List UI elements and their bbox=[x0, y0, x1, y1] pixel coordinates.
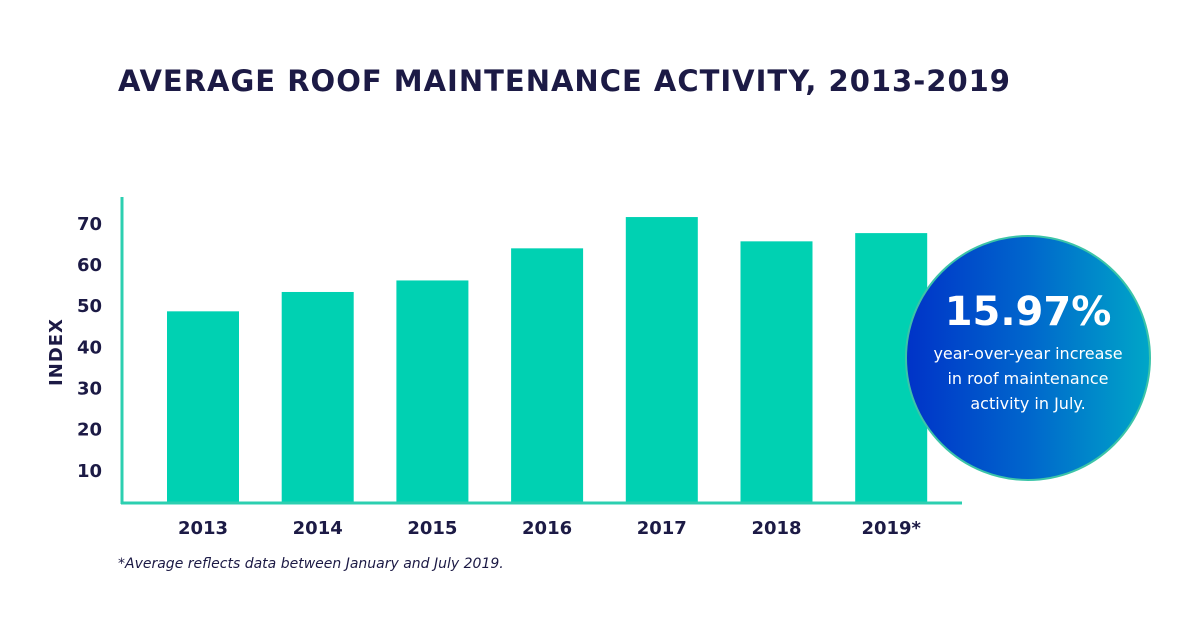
x-tick-label: 2015 bbox=[407, 518, 457, 539]
x-tick-label: 2019* bbox=[861, 518, 921, 539]
bar-2014 bbox=[281, 291, 354, 503]
y-tick-label: 70 bbox=[77, 214, 102, 235]
chart-title: AVERAGE ROOF MAINTENANCE ACTIVITY, 2013-… bbox=[118, 64, 1011, 98]
x-tick-label: 2014 bbox=[293, 518, 343, 539]
y-tick-label: 20 bbox=[77, 420, 102, 441]
stat-callout-circle: 15.97% year-over-year increase in roof m… bbox=[905, 235, 1151, 481]
callout-text: year-over-year increase in roof maintena… bbox=[933, 344, 1123, 413]
bar-2018 bbox=[740, 241, 813, 504]
x-tick-label: 2018 bbox=[751, 518, 801, 539]
x-tick-label: 2016 bbox=[522, 518, 572, 539]
x-tick-label: 2013 bbox=[178, 518, 228, 539]
y-tick-label: 60 bbox=[77, 255, 102, 276]
bar-2016 bbox=[511, 248, 584, 503]
y-tick-label: 40 bbox=[77, 337, 102, 358]
y-tick-label: 50 bbox=[77, 296, 102, 317]
y-tick-label: 30 bbox=[77, 378, 102, 399]
callout-value: 15.97% bbox=[944, 289, 1112, 335]
x-tick-label: 2017 bbox=[637, 518, 687, 539]
bar-2017 bbox=[625, 217, 698, 503]
footnote: *Average reflects data between January a… bbox=[118, 556, 504, 572]
bar-2013 bbox=[167, 311, 239, 503]
y-axis-label: INDEX bbox=[46, 318, 67, 386]
y-tick-label: 10 bbox=[77, 461, 102, 482]
bar-2015 bbox=[396, 280, 469, 503]
